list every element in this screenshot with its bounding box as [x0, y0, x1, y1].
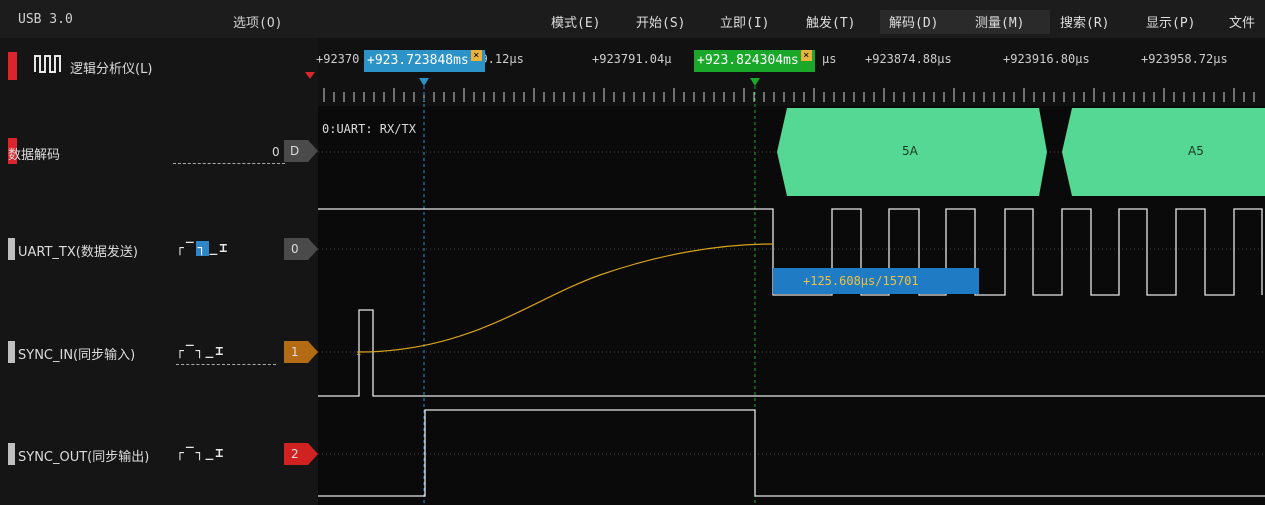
rising-edge-icon[interactable]: ┌ — [176, 344, 186, 359]
sync-in-dash — [176, 364, 276, 365]
menu-immediate[interactable]: 立即(I) — [720, 16, 770, 31]
sync-in-color-bar — [8, 341, 15, 363]
menu-search[interactable]: 搜索(R) — [1060, 16, 1110, 31]
curve-start-marker-icon: × — [356, 349, 361, 359]
sync-out-badge[interactable] — [284, 443, 324, 467]
ruler-ticks — [323, 88, 1255, 102]
delay-curve — [358, 243, 774, 353]
analyzer-title[interactable]: 逻辑分析仪(L) — [70, 62, 153, 77]
device-label[interactable]: USB 3.0 — [18, 12, 73, 27]
sync-out-waveform — [318, 409, 1265, 497]
low-level-icon[interactable]: _ — [205, 344, 216, 359]
uart-tx-badge[interactable] — [284, 238, 324, 262]
close-icon[interactable]: × — [800, 50, 812, 61]
uart-tx-trigger-selector[interactable]: ┌‾ ┐ _⌶ — [176, 241, 229, 256]
cursor1-pin-icon[interactable] — [419, 78, 431, 88]
decoded-byte-0[interactable] — [777, 108, 1047, 196]
decoded-byte-0-label: 5A — [902, 144, 918, 158]
channel-panel — [0, 38, 318, 505]
uart-tx-color-bar — [8, 238, 15, 260]
falling-edge-icon[interactable]: ┐ — [195, 241, 210, 256]
sync-in-waveform — [318, 309, 1265, 397]
menu-start[interactable]: 开始(S) — [636, 16, 686, 31]
menu-bar: USB 3.0 选项(O) 模式(E) 开始(S) 立即(I) 触发(T) 解码… — [0, 0, 1265, 38]
any-edge-icon[interactable]: ⌶ — [215, 344, 226, 359]
ruler-tick-label: +923791.04μ — [592, 52, 672, 66]
high-level-icon[interactable]: ‾ — [185, 344, 196, 359]
decode-channel-name[interactable]: 数据解码 — [8, 148, 61, 163]
active-menu-highlight — [880, 10, 1050, 34]
decode-badge[interactable] — [284, 140, 324, 164]
falling-edge-icon[interactable]: ┐ — [195, 446, 206, 461]
high-level-icon[interactable]: ‾ — [185, 446, 196, 461]
sync-out-channel-name[interactable]: SYNC_OUT(同步输出) — [18, 450, 150, 465]
cursor2-marker[interactable]: +923.824304ms × — [694, 50, 815, 72]
high-level-icon[interactable]: ‾ — [185, 241, 196, 256]
low-level-icon[interactable]: _ — [209, 241, 220, 256]
cursor2-pin-icon[interactable] — [750, 78, 762, 88]
cursor1-label: +923.723848ms — [367, 53, 469, 68]
any-edge-icon[interactable]: ⌶ — [215, 446, 226, 461]
cursor1-marker[interactable]: +923.723848ms × — [364, 50, 485, 72]
falling-edge-icon[interactable]: ┐ — [195, 344, 206, 359]
decoded-byte-1[interactable] — [1062, 108, 1265, 196]
measurement-label: +125.608μs/15701 — [803, 274, 919, 288]
low-level-icon[interactable]: _ — [205, 446, 216, 461]
uart-tx-channel-name[interactable]: UART_TX(数据发送) — [18, 245, 138, 260]
ruler-tick-label: +923958.72μs — [1141, 52, 1228, 66]
decode-color-bar — [8, 138, 17, 164]
sync-out-trigger-selector[interactable]: ┌‾┐_⌶ — [176, 446, 225, 461]
time-ruler[interactable] — [318, 38, 1265, 106]
decoded-byte-1-label: A5 — [1188, 144, 1204, 158]
analyzer-color-bar — [8, 52, 17, 80]
rising-edge-icon[interactable]: ┌ — [176, 241, 186, 256]
measurement-box[interactable] — [773, 268, 979, 294]
sync-out-index: 2 — [291, 447, 299, 461]
ruler-tick-label: +92370 — [316, 52, 360, 66]
close-icon[interactable]: × — [470, 50, 482, 61]
ruler-tick-label: +923874.88μs — [865, 52, 952, 66]
decode-badge-code: D — [290, 144, 300, 158]
decode-index: 0 — [272, 145, 280, 159]
sync-in-index: 1 — [291, 345, 299, 359]
menu-measure[interactable]: 测量(M) — [975, 16, 1025, 31]
menu-trigger[interactable]: 触发(T) — [806, 16, 856, 31]
sync-out-color-bar — [8, 443, 15, 465]
decode-protocol-label: 0:UART: RX/TX — [322, 122, 416, 136]
rising-edge-icon[interactable]: ┌ — [176, 446, 186, 461]
decode-dash — [173, 163, 285, 164]
options-menu[interactable]: 选项(O) — [233, 16, 283, 31]
menu-mode[interactable]: 模式(E) — [551, 16, 601, 31]
sync-in-trigger-selector[interactable]: ┌‾┐_⌶ — [176, 344, 225, 359]
sync-in-badge[interactable] — [284, 341, 324, 365]
sync-in-channel-name[interactable]: SYNC_IN(同步输入) — [18, 348, 136, 363]
any-edge-icon[interactable]: ⌶ — [219, 241, 230, 256]
logic-analyzer-icon — [34, 55, 61, 73]
uart-tx-index: 0 — [291, 242, 299, 256]
ruler-tick-label: +923916.80μs — [1003, 52, 1090, 66]
menu-file[interactable]: 文件 — [1229, 16, 1256, 31]
menu-decode[interactable]: 解码(D) — [889, 16, 939, 31]
menu-display[interactable]: 显示(P) — [1146, 16, 1196, 31]
ruler-tick-label: μs — [822, 52, 837, 66]
cursor2-label: +923.824304ms — [697, 53, 799, 68]
collapse-arrow-icon[interactable] — [305, 72, 317, 82]
uart-tx-waveform — [318, 208, 1263, 296]
channel-gridlines — [318, 151, 1265, 455]
